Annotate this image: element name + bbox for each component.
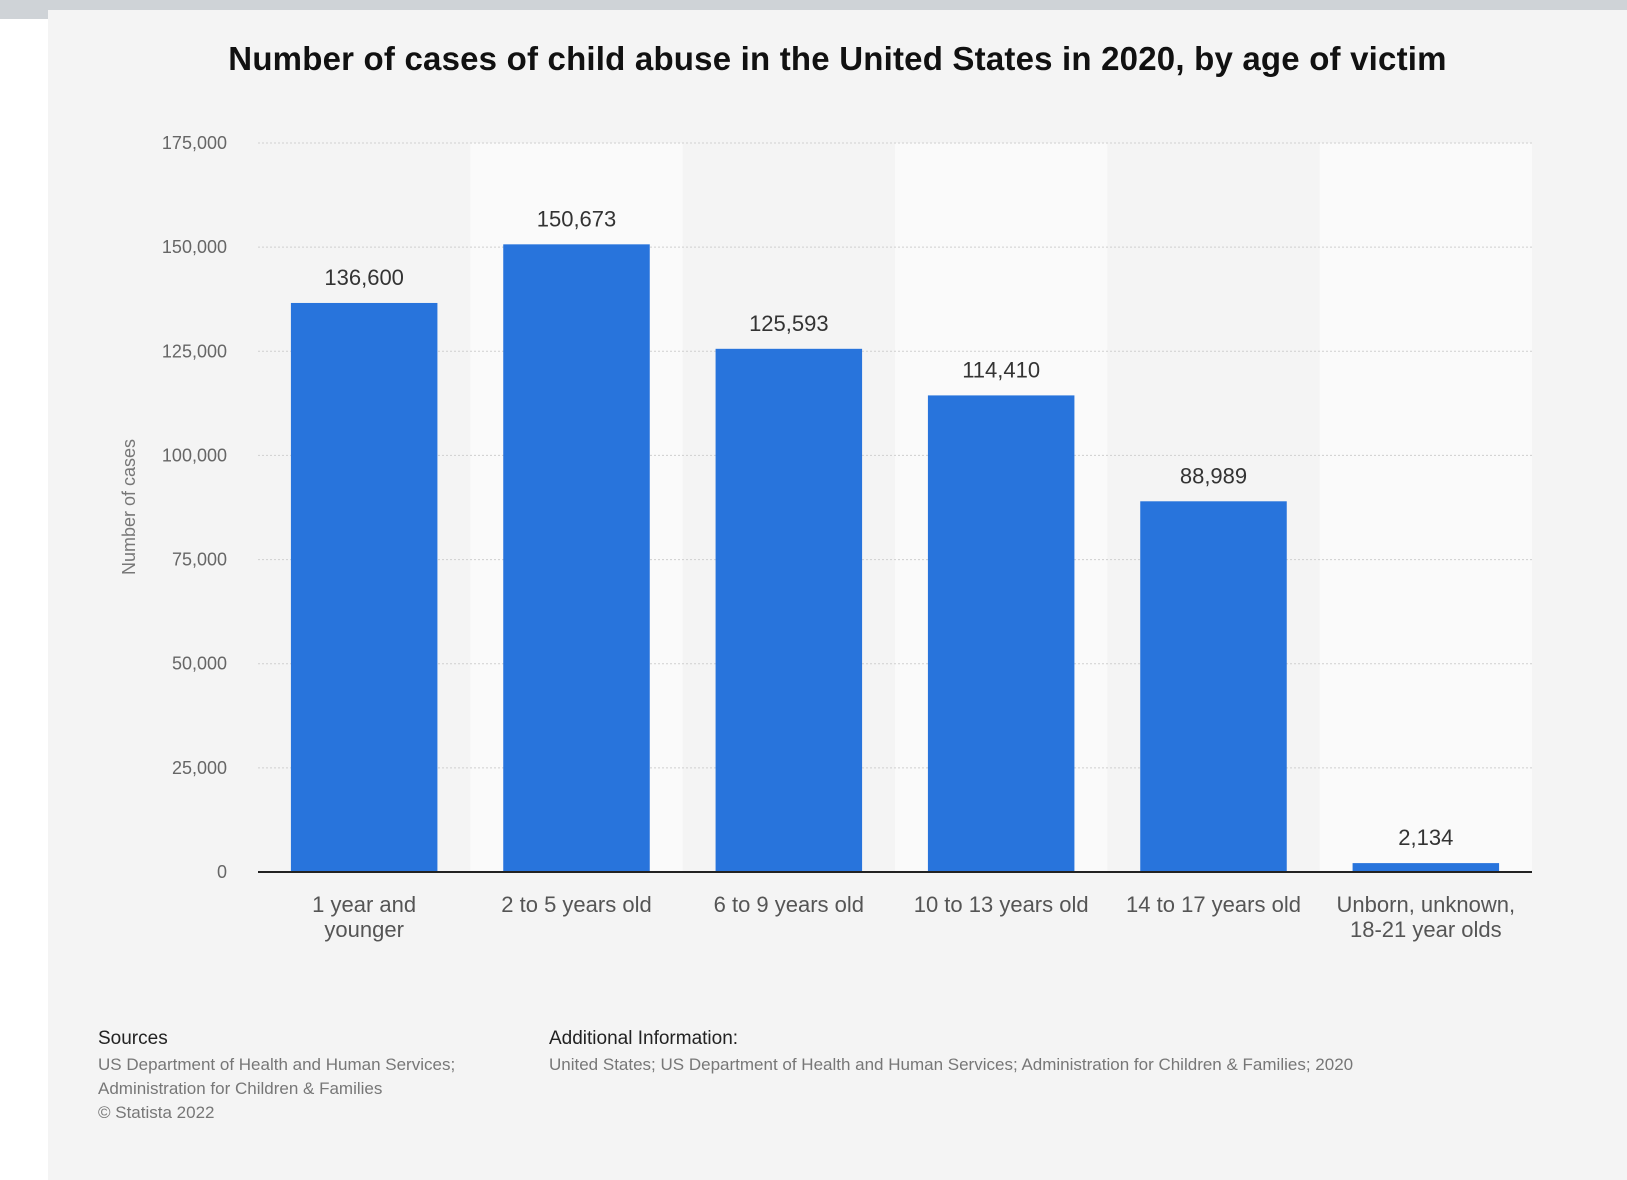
chart-title: Number of cases of child abuse in the Un… [228,40,1447,77]
bar [927,395,1075,872]
top-bar-notch [0,10,48,19]
additional-info-text: United States; US Department of Health a… [549,1055,1354,1074]
sources-line-1: US Department of Health and Human Servic… [98,1055,456,1074]
category-label: 6 to 9 years old [714,892,864,917]
bar [503,244,650,872]
bar [1140,501,1287,872]
category-label: 10 to 13 years old [914,892,1089,917]
value-label: 150,673 [537,206,617,231]
gridlines [258,142,1532,769]
category-label: Unborn, unknown, 18-21 year olds [1337,892,1516,942]
additional-info-heading: Additional Information: [549,1028,739,1049]
category-label: 14 to 17 years old [1126,892,1301,917]
top-bar [0,0,1627,10]
category-label: 1 year and younger [312,892,416,942]
value-labels: 136,600 150,673 125,593 114,410 88,989 2,134 [324,206,1453,850]
category-label: 2 to 5 years old [501,892,651,917]
value-label: 136,600 [324,265,404,290]
value-label: 114,410 [962,357,1040,382]
category-labels: 1 year and younger 2 to 5 years old 6 to 9 … [312,892,1515,942]
y-tick-label: 50,000 [172,654,227,674]
y-tick-label: 100,000 [162,445,227,465]
y-tick-label: 75,000 [172,550,227,570]
bar [715,348,863,873]
value-label: 125,593 [749,311,829,336]
value-label: 88,989 [1180,463,1247,488]
bar [1352,863,1500,872]
y-axis-label: Number of cases [119,439,139,575]
y-tick-label: 0 [217,862,227,882]
y-tick-label: 125,000 [162,341,227,361]
statista-copyright: © Statista 2022 [98,1103,215,1122]
y-axis-ticks: 0 25,000 50,000 75,000 100,000 125,000 150,000… [162,133,227,882]
sources-line-2: Administration for Children & Families [98,1079,383,1098]
category-band [1319,143,1532,872]
y-tick-label: 150,000 [162,237,227,257]
sources-heading: Sources [98,1028,168,1049]
y-tick-label: 25,000 [172,758,227,778]
value-label: 2,134 [1398,825,1453,850]
bars [290,244,1500,873]
bar [290,302,438,872]
y-tick-label: 175,000 [162,133,227,153]
